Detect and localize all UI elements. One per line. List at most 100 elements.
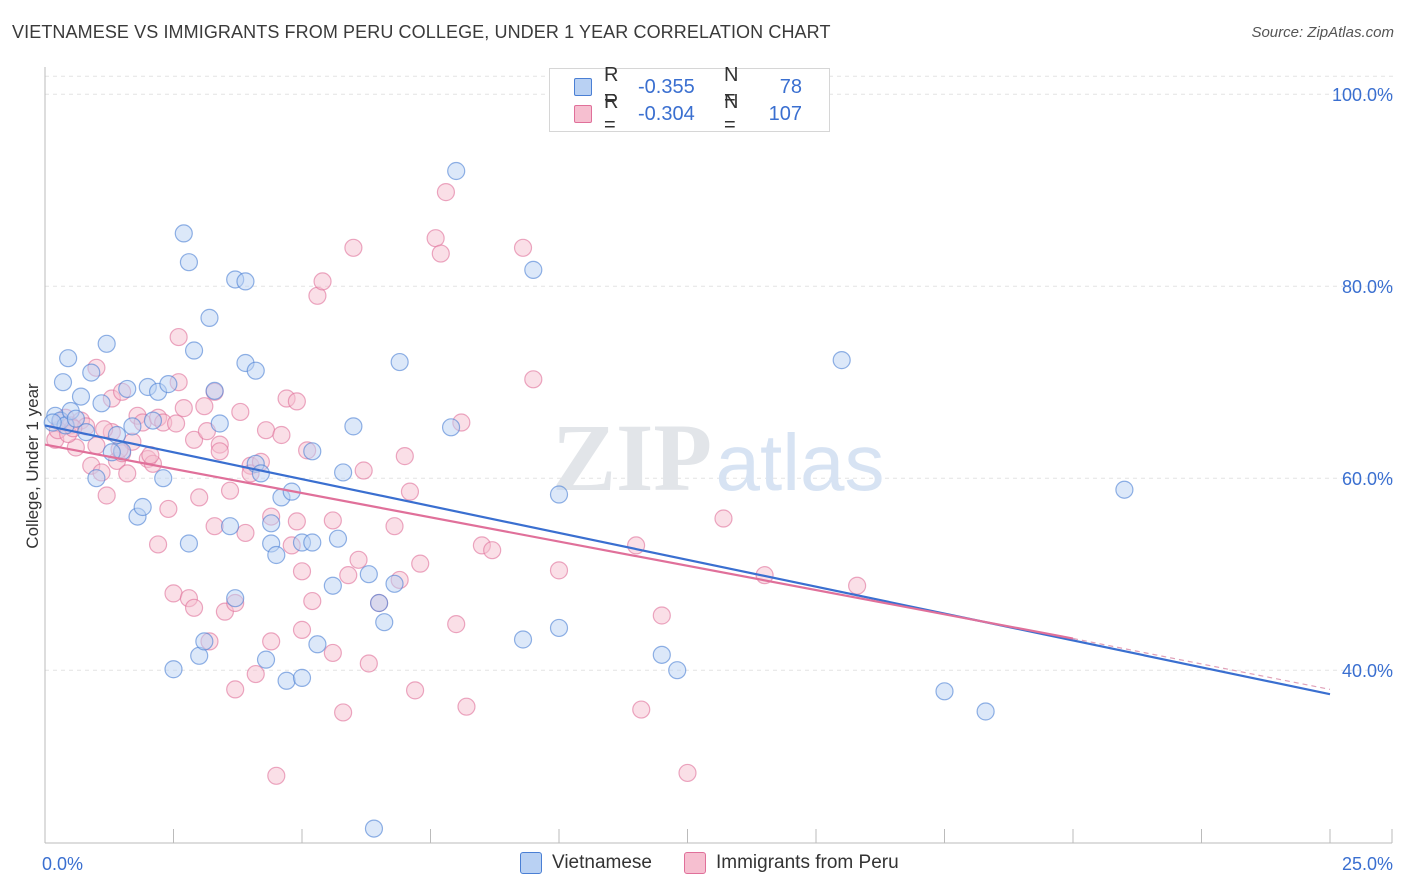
legend-swatch-blue — [574, 78, 592, 96]
y-tick-label: 60.0% — [1342, 469, 1393, 489]
watermark-zip: ZIP — [552, 404, 712, 511]
data-point-vietnamese — [133, 497, 152, 517]
data-point-vietnamese — [123, 417, 142, 436]
data-point-peru — [349, 550, 368, 569]
legend-n-value: 107 — [768, 102, 802, 125]
data-point-vietnamese — [447, 161, 466, 181]
data-point-vietnamese — [832, 351, 851, 370]
data-point-peru — [205, 517, 224, 536]
data-point-vietnamese — [668, 661, 687, 680]
y-tick-label: 40.0% — [1342, 661, 1393, 681]
data-point-vietnamese — [71, 387, 91, 406]
data-point-peru — [220, 481, 240, 500]
trend-lines — [44, 424, 1331, 696]
data-point-peru — [457, 697, 476, 716]
data-point-peru — [292, 562, 312, 581]
data-point-vietnamese — [652, 645, 671, 664]
data-point-vietnamese — [1115, 480, 1134, 499]
legend-r-label: R = — [604, 64, 619, 109]
data-point-vietnamese — [344, 417, 363, 436]
data-point-peru — [354, 461, 373, 480]
data-point-peru — [231, 402, 250, 422]
data-point-peru — [148, 535, 168, 554]
data-point-peru — [323, 511, 342, 530]
data-point-peru — [195, 397, 214, 416]
data-point-vietnamese — [87, 469, 106, 488]
x-tick-label-max: 25.0% — [1342, 854, 1393, 874]
legend-swatch-blue — [520, 852, 542, 874]
legend-item-vietnamese[interactable]: Vietnamese — [520, 852, 652, 874]
data-point-vietnamese — [226, 589, 245, 608]
data-point-vietnamese — [53, 373, 73, 392]
data-point-vietnamese — [303, 442, 322, 461]
legend-row-vietnamese: R = -0.355 N = 78 — [574, 64, 802, 109]
legend-n-label: N = — [724, 64, 739, 109]
legend-label-peru: Immigrants from Peru — [716, 852, 899, 873]
data-point-peru — [652, 606, 671, 625]
legend-item-peru[interactable]: Immigrants from Peru — [684, 852, 899, 874]
legend-swatch-pink — [684, 852, 706, 874]
data-point-vietnamese — [195, 632, 214, 651]
data-point-vietnamese — [251, 464, 270, 483]
data-point-vietnamese — [524, 260, 543, 279]
data-point-vietnamese — [308, 635, 327, 654]
data-point-vietnamese — [370, 593, 389, 613]
data-point-peru — [190, 488, 209, 507]
x-tick-label-min: 0.0% — [42, 854, 83, 874]
data-point-peru — [287, 512, 306, 531]
data-point-vietnamese — [246, 361, 265, 380]
data-point-vietnamese — [359, 565, 378, 584]
data-point-peru — [287, 392, 306, 411]
data-point-vietnamese — [267, 545, 286, 565]
chart-title: VIETNAMESE VS IMMIGRANTS FROM PERU COLLE… — [12, 22, 831, 42]
data-point-peru — [339, 566, 358, 585]
data-point-peru — [431, 244, 450, 263]
data-point-vietnamese — [118, 379, 137, 399]
data-point-peru — [164, 584, 183, 603]
data-point-peru — [411, 554, 430, 573]
trend-line-peru-extension — [1072, 637, 1331, 690]
data-point-peru — [632, 700, 651, 719]
data-point-vietnamese — [385, 574, 404, 593]
trend-line-vietnamese — [44, 424, 1331, 696]
data-point-peru — [210, 442, 229, 461]
data-point-peru — [166, 414, 186, 433]
watermark: ZIP atlas — [552, 404, 885, 511]
data-point-peru — [272, 425, 291, 445]
data-point-peru — [436, 183, 456, 202]
data-point-peru — [174, 399, 193, 418]
data-point-vietnamese — [82, 363, 101, 382]
data-point-vietnamese — [159, 375, 178, 394]
data-point-peru — [256, 421, 276, 440]
data-point-peru — [549, 561, 569, 580]
data-point-vietnamese — [303, 533, 322, 552]
axes — [44, 67, 1393, 844]
legend-n-label: N = — [724, 91, 739, 136]
data-point-peru — [395, 447, 414, 466]
data-point-vietnamese — [143, 411, 163, 430]
legend-swatch-pink — [574, 105, 592, 123]
data-point-vietnamese — [179, 253, 199, 272]
data-point-vietnamese — [184, 341, 204, 360]
data-point-peru — [323, 643, 342, 663]
data-point-peru — [226, 680, 245, 699]
data-point-peru — [169, 327, 188, 347]
data-point-peru — [678, 763, 697, 783]
data-point-vietnamese — [375, 613, 394, 632]
data-point-peru — [292, 620, 312, 639]
legend-r-value: -0.355 — [638, 75, 695, 98]
data-point-vietnamese — [262, 514, 281, 533]
legend-label-vietnamese: Vietnamese — [552, 852, 652, 873]
data-point-vietnamese — [174, 224, 193, 243]
data-point-vietnamese — [59, 349, 78, 368]
data-point-vietnamese — [236, 272, 255, 291]
data-point-vietnamese — [513, 630, 533, 649]
data-point-vietnamese — [164, 660, 183, 679]
data-point-peru — [426, 229, 445, 248]
y-tick-label: 100.0% — [1332, 85, 1393, 105]
data-point-vietnamese — [200, 308, 219, 327]
data-point-vietnamese — [549, 485, 569, 504]
correlation-legend: R = -0.355 N = 78 R = -0.304 N = 107 — [549, 64, 830, 136]
data-point-vietnamese — [390, 352, 409, 372]
